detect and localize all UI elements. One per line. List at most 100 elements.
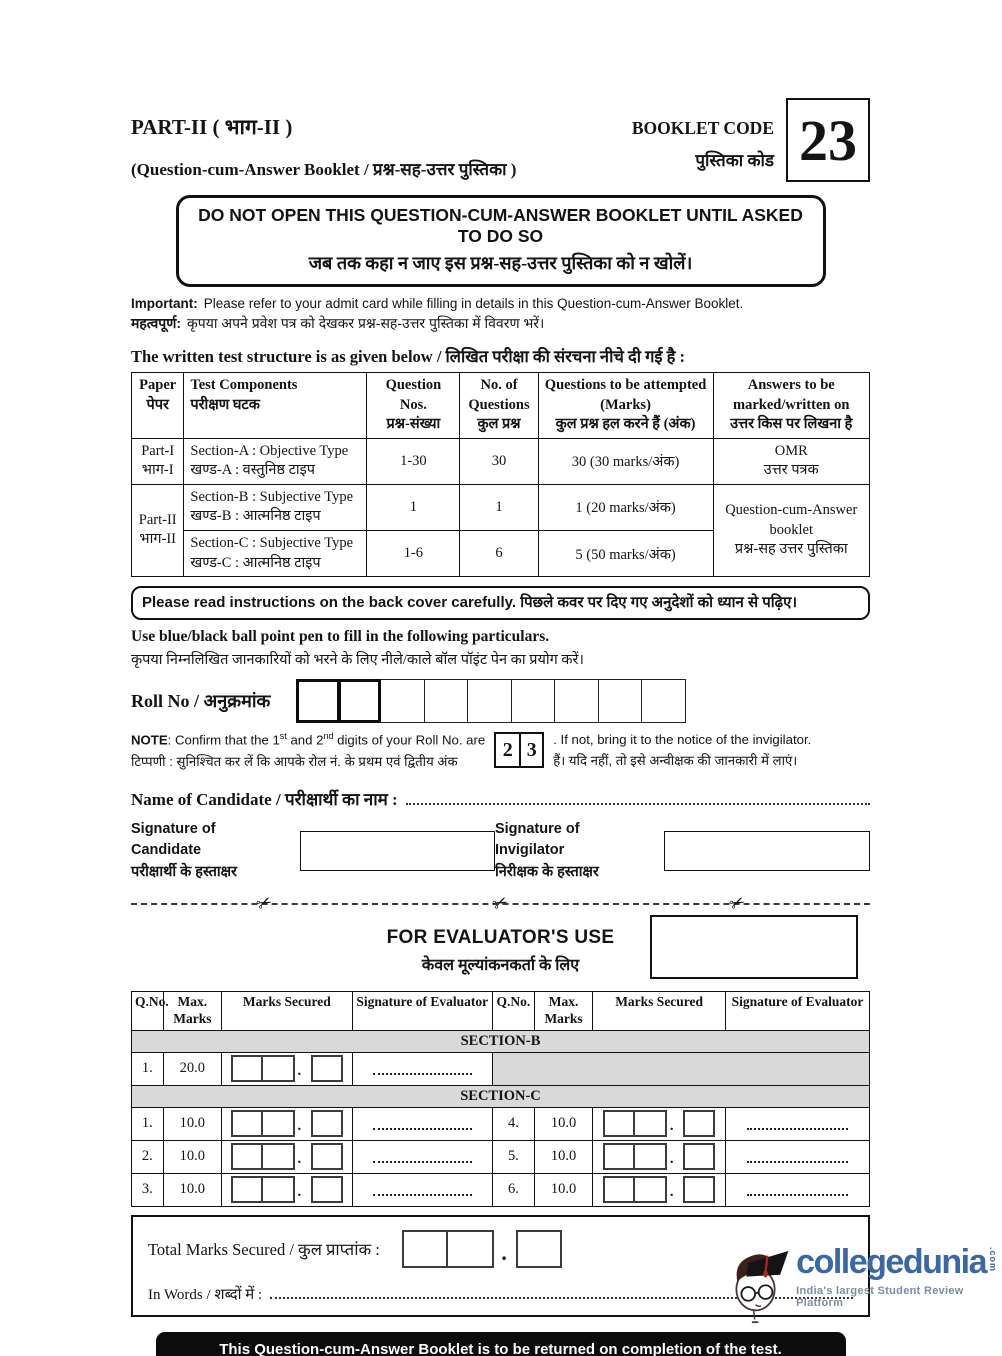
qno-value: 3. (131, 1172, 164, 1207)
roll-digit-box (555, 679, 599, 724)
qno-value: 2. (131, 1139, 164, 1174)
evaluator-use-section: FOR EVALUATOR'S USE केवल मूल्यांकनकर्ता … (131, 914, 870, 983)
signatures-row: Signature of Candidate परीक्षार्थी के हस… (131, 819, 870, 884)
component-section-c-cell: Section-C : Subjective Type खण्ड-C : आत्म… (183, 529, 368, 578)
section-b-header-row: SECTION-B (131, 1029, 870, 1053)
max-marks-value: 10.0 (162, 1139, 223, 1174)
roll-number-row: Roll No / अनुक्रमांक (131, 679, 870, 724)
col-qno: Q.No. (491, 990, 535, 1031)
return-notice-bar: This Question-cum-Answer Booklet is to b… (155, 1331, 846, 1356)
scissors-icon: ✂ (725, 890, 748, 916)
evaluator-signature-line (351, 1106, 493, 1141)
col-header-question-nos: Question Nos. प्रश्न-संख्या (366, 372, 461, 439)
section-c-header-row: SECTION-C (131, 1084, 870, 1108)
col-qno: Q.No. (131, 990, 169, 1031)
section-b-row-1: 1. 20.0 . (131, 1051, 871, 1086)
marks-secured-boxes: . (592, 1172, 727, 1207)
evaluator-signature-line (725, 1139, 870, 1174)
col-header-paper: Paper पेपर (130, 372, 185, 439)
scissors-icon: ✂ (252, 890, 276, 916)
roll-prefix-digit: 3 (519, 734, 542, 767)
total-marks-label: Total Marks Secured / कुल प्राप्तांक : (148, 1240, 380, 1260)
evaluator-signature-line (351, 1051, 493, 1086)
note-right-text: . If not, bring it to the notice of the … (553, 729, 811, 771)
component-section-a-cell: Section-A : Objective Type खण्ड-A : वस्तु… (183, 437, 368, 485)
total-marks-row: Total Marks Secured / कुल प्राप्तांक : . (148, 1229, 853, 1268)
booklet-code-label-en: BOOKLET CODE (631, 118, 774, 138)
count-cell: 30 (459, 437, 539, 485)
page-content: PART-II ( भाग-II ) (Question-cum-Answer … (130, 96, 871, 1356)
evaluator-header-row: Q.No. Max. Marks Marks Secured Signature… (131, 990, 870, 1031)
marks-secured-boxes: . (221, 1051, 353, 1086)
qno-value: 1. (131, 1106, 164, 1141)
candidate-signature-label: Signature of Candidate परीक्षार्थी के हस… (131, 820, 237, 881)
logo-name: collegedunia (796, 1243, 987, 1281)
candidate-signature-box (300, 831, 495, 872)
roll-digit-box (424, 679, 469, 724)
roll-digit-box (381, 679, 425, 724)
col-header-test-components: Test Components परीक्षण घटक (183, 372, 368, 439)
col-signature-evaluator: Signature of Evaluator (351, 990, 493, 1031)
evaluator-heading-en: FOR EVALUATOR'S USE (386, 926, 615, 948)
answers-omr-cell: OMR उत्तर पत्रक (712, 437, 870, 485)
in-words-row: In Words / शब्दों में : (148, 1284, 853, 1304)
note-row: NOTE: Confirm that the 1st and 2nd digit… (131, 729, 870, 772)
evaluator-signature-line (351, 1139, 493, 1174)
max-marks-value: 10.0 (533, 1172, 594, 1207)
roll-digit-box (468, 679, 512, 724)
candidate-name-row: Name of Candidate / परीक्षार्थी का नाम : (131, 787, 870, 810)
evaluator-blank-box (650, 914, 858, 979)
qnos-cell: 1-6 (366, 529, 461, 578)
invigilator-signature-label: Signature of Invigilator निरीक्षक के हस्… (494, 820, 599, 881)
total-marks-box: Total Marks Secured / कुल प्राप्तांक : .… (131, 1214, 870, 1317)
logo-tagline: India's largest Student Review Platform (796, 1284, 964, 1309)
evaluator-heading-hi: केवल मूल्यांकनकर्ता के लिए (421, 956, 580, 974)
test-structure-table: Paper पेपर Test Components परीक्षण घटक Que… (130, 372, 870, 578)
section-c-title: SECTION-C (131, 1084, 870, 1108)
max-marks-value: 10.0 (533, 1139, 594, 1174)
roll-number-label: Roll No / अनुक्रमांक (131, 691, 271, 712)
count-cell: 6 (459, 529, 539, 578)
important-text-en: Please refer to your admit card while fi… (203, 296, 744, 311)
in-words-label: In Words / शब्दों में : (148, 1286, 263, 1303)
max-marks-value: 10.0 (533, 1106, 594, 1141)
roll-digit-box (642, 679, 686, 724)
evaluator-marks-table: Q.No. Max. Marks Marks Secured Signature… (131, 990, 871, 1207)
note-post-en: . If not, bring it to the notice of the … (553, 732, 812, 748)
marks-secured-boxes: . (592, 1106, 727, 1141)
section-c-row: 3. 10.0 . 6. 10.0 . (131, 1172, 870, 1207)
important-note-en: Important: Please refer to your admit car… (131, 296, 870, 311)
evaluator-signature-line (351, 1172, 493, 1207)
note-left-text: NOTE: Confirm that the 1st and 2nd digit… (131, 729, 485, 772)
roll-digit-box (296, 679, 340, 724)
important-note-hi: महत्वपूर्ण: कृपया अपने प्रवेश पत्र को देख… (131, 314, 870, 333)
roll-digit-box (598, 679, 643, 724)
invigilator-signature-group: Signature of Invigilator निरीक्षक के हस्… (495, 819, 870, 884)
qnos-cell: 1 (366, 483, 461, 531)
warning-text-hi: जब तक कहा न जाए इस प्रश्न-सह-उत्तर पुस्त… (308, 253, 693, 273)
col-header-questions-attempted: Questions to be attempted (Marks) कुल प्र… (537, 372, 714, 439)
title-block: PART-II ( भाग-II ) (Question-cum-Answer … (131, 96, 516, 180)
important-label-hi: महत्वपूर्ण: (131, 315, 182, 331)
max-marks-value: 10.0 (162, 1106, 223, 1141)
in-words-fill-line (270, 1286, 853, 1299)
section-c-row: 1. 10.0 . 4. 10.0 . (131, 1106, 870, 1141)
note-line-hi: टिप्पणी : सुनिश्चित कर लें कि आपके रोल न… (131, 753, 458, 769)
collegedunia-logo: collegedunia .com India's largest Studen… (730, 1235, 998, 1330)
unused-gray-cell (491, 1051, 871, 1086)
structure-header-row: Paper पेपर Test Components परीक्षण घटक Que… (130, 372, 870, 439)
paper-part2-cell: Part-II भाग-II (130, 483, 185, 578)
cut-here-dashed-line: ✂ ✂ ✂ (131, 891, 870, 915)
component-section-b-cell: Section-B : Subjective Type खण्ड-B : आत्म… (183, 483, 368, 531)
candidate-name-fill-line (405, 792, 870, 805)
marks-secured-boxes: . (592, 1139, 727, 1174)
evaluator-headings: FOR EVALUATOR'S USE केवल मूल्यांकनकर्ता … (131, 915, 870, 975)
max-marks-value: 10.0 (162, 1172, 223, 1207)
booklet-code-block: BOOKLET CODE पुस्तिका कोड 23 (632, 96, 870, 182)
booklet-code-labels: BOOKLET CODE पुस्तिका कोड (632, 118, 774, 182)
page-header: PART-II ( भाग-II ) (Question-cum-Answer … (131, 96, 870, 182)
col-marks-secured: Marks Secured (592, 990, 727, 1031)
count-cell: 1 (459, 483, 539, 531)
col-max-marks: Max. Marks (533, 990, 594, 1031)
candidate-name-label: Name of Candidate / परीक्षार्थी का नाम : (131, 789, 398, 809)
